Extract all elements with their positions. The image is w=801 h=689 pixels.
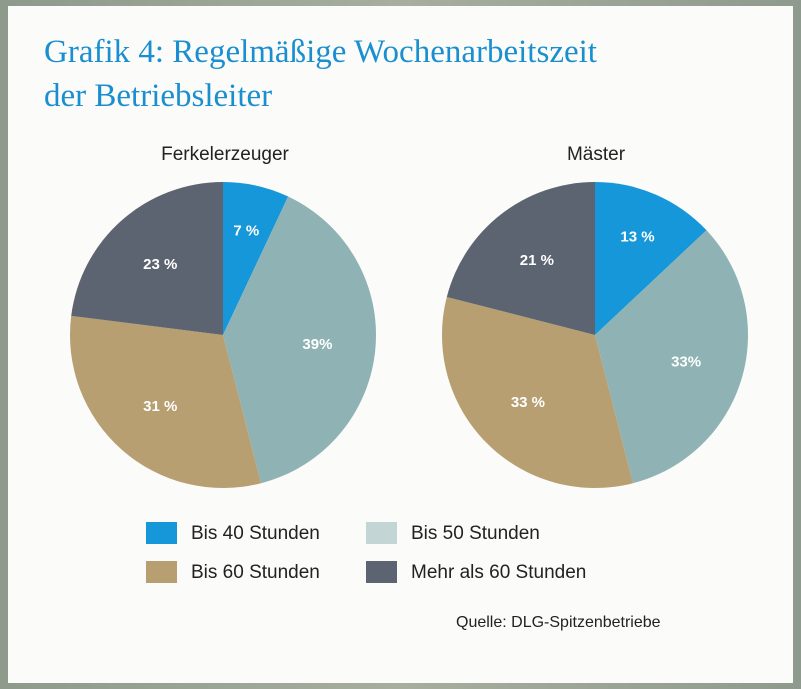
pie-slice-3 xyxy=(441,296,634,489)
chart-title-line1: Grafik 4: Regelmäßige Wochenarbeitszeit xyxy=(44,34,597,70)
legend-swatch xyxy=(366,522,397,544)
pie-slice-label: 39% xyxy=(302,336,332,353)
pie-slice-1 xyxy=(595,182,707,335)
pie-title-ferkelerzeuger: Ferkelerzeuger xyxy=(161,144,289,165)
pie-slice-label: 33% xyxy=(671,353,701,370)
pie-slice-2 xyxy=(223,196,377,484)
pie-maester: 13 % 33% 33 % 21 % xyxy=(441,182,749,489)
pie-ferkelerzeuger: 7 % 39% 31 % 23 % xyxy=(69,182,377,489)
pie-slice-label: 31 % xyxy=(143,398,177,415)
pie-title-maester: Mäster xyxy=(566,144,626,165)
pie-slice-4 xyxy=(446,182,595,335)
pie-slice-3 xyxy=(69,315,262,489)
legend-swatch xyxy=(146,561,177,583)
legend-label: Bis 60 Stunden xyxy=(191,562,320,583)
pie-slice-label: 23 % xyxy=(143,256,177,273)
legend-label: Bis 50 Stunden xyxy=(411,523,540,544)
pie-slice-2 xyxy=(595,230,749,484)
source-note: Quelle: DLG-Spitzenbetriebe xyxy=(456,614,661,631)
chart-title-line2: der Betriebsleiter xyxy=(44,78,273,114)
pie-slice-label: 13 % xyxy=(620,229,654,246)
chart-title: Grafik 4: Regelmäßige Wochenarbeitszeit … xyxy=(44,30,764,118)
pie-slice-label: 7 % xyxy=(233,222,259,239)
pie-slice-1 xyxy=(223,182,289,335)
pie-slice-label: 21 % xyxy=(520,252,554,269)
legend-swatch xyxy=(146,522,177,544)
pie-slice-label: 33 % xyxy=(511,394,545,411)
pie-slice-4 xyxy=(71,182,223,335)
legend-swatch xyxy=(366,561,397,583)
legend-label: Bis 40 Stunden xyxy=(191,523,320,544)
legend-label: Mehr als 60 Stunden xyxy=(411,562,587,583)
